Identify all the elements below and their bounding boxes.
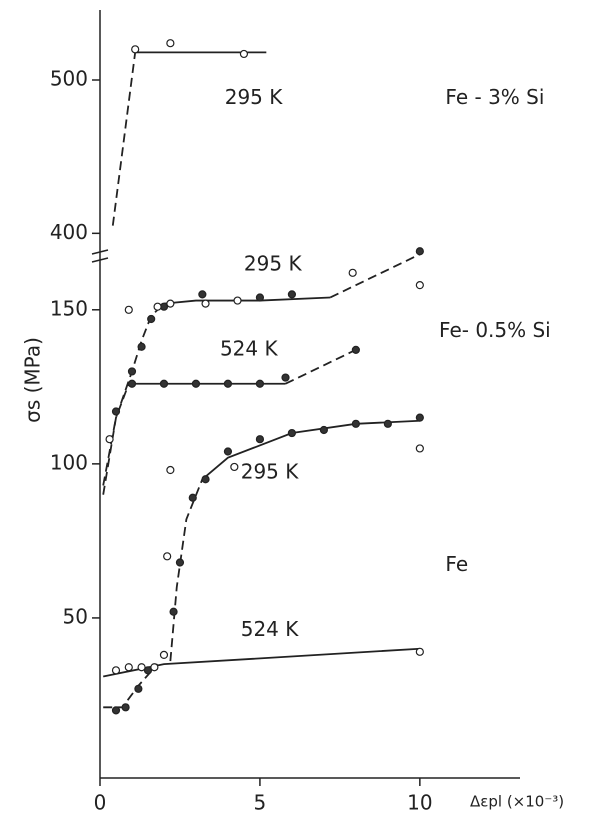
data-point (111, 706, 121, 715)
fit-line (103, 647, 420, 678)
data-point (127, 379, 137, 388)
annotation: 524 K (220, 336, 279, 360)
data-point (255, 435, 265, 444)
fit-line (111, 52, 137, 226)
data-point (287, 428, 297, 438)
data-point (415, 247, 424, 256)
data-point (281, 373, 290, 382)
data-point (134, 684, 143, 693)
x-tick-label: 0 (94, 791, 107, 815)
fit-line (163, 296, 331, 305)
data-point (105, 435, 114, 444)
data-point (230, 462, 239, 472)
annotation: 295 K (241, 460, 300, 484)
data-point (415, 444, 424, 453)
data-point (348, 268, 357, 277)
data-point (150, 663, 159, 672)
fit-line (102, 383, 130, 495)
data-point (415, 413, 424, 422)
data-point (121, 703, 130, 712)
annotation: Fe- 0.5% Si (439, 318, 551, 342)
data-point (111, 666, 121, 675)
annotation: 295 K (225, 85, 284, 109)
annotation: Fe - 3% Si (445, 85, 544, 109)
data-point (175, 558, 185, 567)
annotation: Fe (445, 552, 468, 576)
data-point (124, 305, 133, 314)
data-point (223, 379, 233, 388)
data-point (166, 465, 175, 475)
y-tick-label: 150 (50, 296, 88, 320)
data-point (163, 552, 172, 561)
y-axis-label: σs (MPa) (21, 337, 45, 423)
data-point (255, 293, 265, 302)
data-point (351, 419, 360, 428)
fit-line (102, 302, 165, 486)
data-point (147, 314, 156, 324)
data-point (188, 493, 197, 502)
data-point (111, 407, 121, 416)
data-point (166, 39, 175, 48)
data-point (124, 663, 133, 672)
data-point (159, 650, 169, 660)
data-point (255, 379, 265, 388)
fit-line (329, 253, 421, 299)
data-point (319, 425, 328, 435)
data-point (137, 342, 146, 351)
data-point (169, 607, 178, 616)
fit-line (285, 349, 357, 385)
annotation: 524 K (241, 617, 300, 641)
data-point (127, 367, 137, 376)
y-tick-label: 100 (50, 450, 88, 474)
data-point (198, 290, 207, 299)
data-point (201, 475, 210, 484)
data-point (159, 379, 169, 388)
fit-line (103, 663, 159, 709)
data-point (233, 296, 242, 305)
x-tick-label: 10 (407, 791, 432, 815)
data-point (166, 299, 175, 308)
annotation: 295 K (244, 251, 303, 275)
x-axis-label: Δεpl (×10⁻³) (470, 793, 564, 811)
data-point (287, 290, 297, 299)
data-point (415, 647, 424, 656)
data-point (223, 447, 233, 456)
x-tick-label: 5 (254, 791, 267, 815)
data-point (137, 663, 146, 672)
y-tick-label: 500 (50, 67, 88, 91)
axis-break (91, 249, 109, 263)
y-tick-label: 50 (63, 604, 88, 628)
data-point (415, 281, 424, 290)
data-point (153, 302, 162, 311)
data-point (143, 666, 153, 675)
data-point (239, 49, 249, 59)
data-point (383, 419, 392, 428)
y-tick-label: 400 (50, 220, 88, 244)
data-point (351, 345, 360, 354)
data-point (191, 379, 201, 388)
data-point (201, 299, 210, 308)
data-point (131, 45, 140, 54)
fit-line (169, 478, 204, 662)
